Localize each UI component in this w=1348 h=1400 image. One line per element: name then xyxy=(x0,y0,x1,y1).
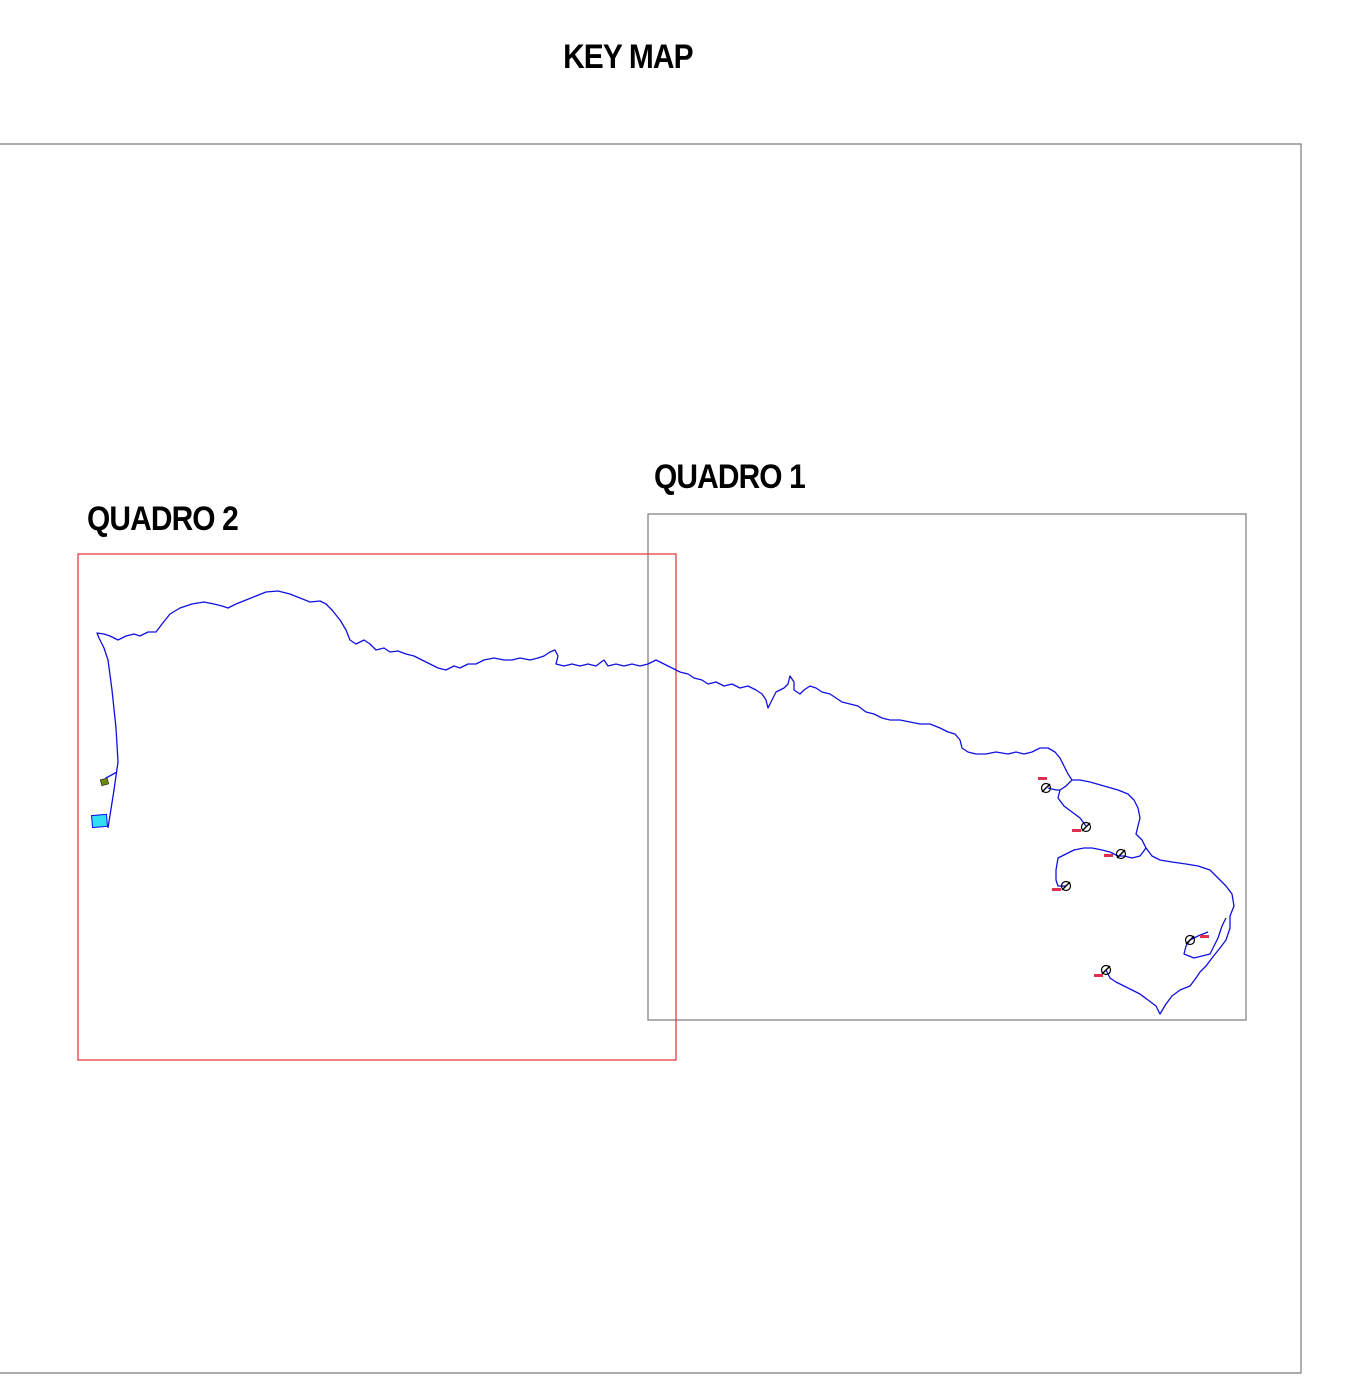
main-route-line xyxy=(96,590,1147,859)
quadro-2-frame[interactable] xyxy=(77,553,677,1061)
valve-symbol-icon xyxy=(1080,821,1092,833)
outer-frame xyxy=(0,143,1302,1374)
tank-icon xyxy=(99,777,110,787)
quadro-1-label: QUADRO 1 xyxy=(654,458,806,496)
route-branch-a xyxy=(1057,779,1087,827)
red-tag-icon xyxy=(1052,888,1061,891)
red-tag-icon xyxy=(1200,935,1209,938)
tank-icon xyxy=(90,813,109,829)
valve-symbol-icon xyxy=(1184,934,1196,946)
valve-symbol-icon xyxy=(1040,782,1052,794)
red-tag-icon xyxy=(1094,974,1103,977)
red-tag-icon xyxy=(1072,829,1081,832)
route-spur-1206 xyxy=(1189,931,1209,941)
quadro-2-label: QUADRO 2 xyxy=(87,500,239,538)
valve-symbol-icon xyxy=(1060,880,1072,892)
quadro-1-frame[interactable] xyxy=(647,513,1247,1021)
valve-symbol-icon xyxy=(1100,964,1112,976)
map-title: KEY MAP xyxy=(563,38,694,76)
valve-symbol-icon xyxy=(1115,848,1127,860)
route-lower-loop xyxy=(1055,847,1235,1015)
red-tag-icon xyxy=(1038,777,1047,780)
red-tag-icon xyxy=(1104,854,1113,857)
